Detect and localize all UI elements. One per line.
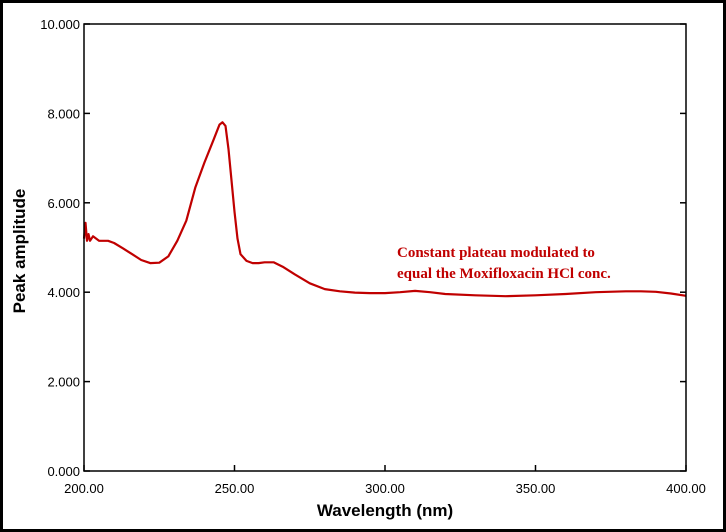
y-tick-label: 6.000 bbox=[47, 196, 80, 211]
x-tick-label: 350.00 bbox=[516, 481, 556, 496]
series-line bbox=[82, 121, 687, 298]
x-tick-label: 200.00 bbox=[64, 481, 104, 496]
x-axis-ticks: 200.00 250.00 300.00 350.00 400.00 bbox=[64, 465, 706, 496]
y-tick-label: 10.000 bbox=[40, 17, 80, 32]
y-axis-title: Peak amplitude bbox=[10, 189, 29, 314]
y-tick-label: 0.000 bbox=[47, 464, 80, 479]
x-tick-label: 300.00 bbox=[365, 481, 405, 496]
y-tick-label: 2.000 bbox=[47, 375, 80, 390]
chart: 0.000 2.000 4.000 6.000 8.000 10.000 200.00 25… bbox=[10, 17, 706, 520]
x-tick-label: 400.00 bbox=[666, 481, 706, 496]
annotation-line-2: equal the Moxifloxacin HCl conc. bbox=[397, 266, 611, 282]
y-axis-ticks: 0.000 2.000 4.000 6.000 8.000 10.000 bbox=[40, 17, 686, 479]
annotation-line-1: Constant plateau modulated to bbox=[397, 245, 595, 261]
plot-area bbox=[83, 23, 687, 472]
x-tick-label: 250.00 bbox=[215, 481, 255, 496]
y-tick-label: 8.000 bbox=[47, 106, 80, 121]
y-tick-label: 4.000 bbox=[47, 285, 80, 300]
x-axis-title: Wavelength (nm) bbox=[317, 501, 453, 520]
